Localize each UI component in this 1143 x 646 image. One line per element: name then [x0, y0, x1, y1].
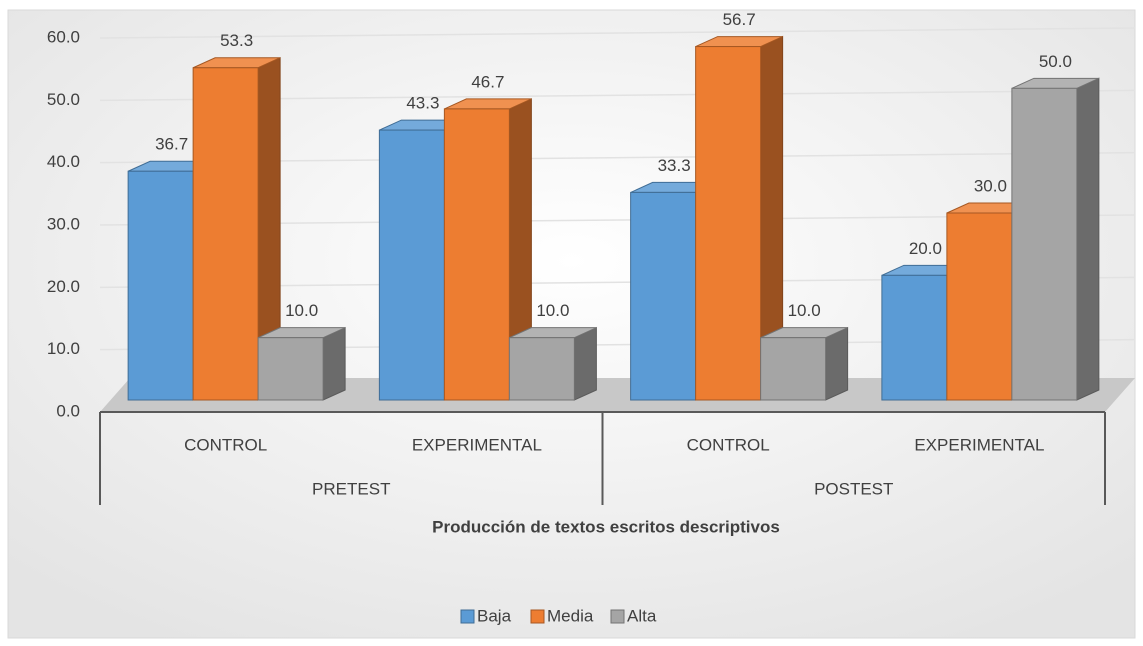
data-label: 56.7	[723, 10, 756, 29]
grid-line	[99, 27, 1136, 39]
data-label: 46.7	[471, 72, 504, 91]
bar-front	[630, 191, 697, 401]
bar-front	[881, 274, 948, 401]
y-tick-label: 40.0	[47, 152, 80, 171]
bar	[192, 56, 281, 401]
data-label: 53.3	[220, 31, 253, 50]
legend-label: Alta	[627, 606, 657, 625]
axis-title: Producción de textos escritos descriptiv…	[432, 517, 780, 536]
bar-side	[573, 326, 597, 401]
bar-front	[760, 337, 827, 401]
bar-front	[508, 337, 575, 401]
group-label: POSTEST	[814, 479, 893, 498]
bar-front	[695, 46, 762, 401]
y-tick-label: 30.0	[47, 214, 80, 233]
y-tick-label: 10.0	[47, 339, 80, 358]
data-label: 30.0	[974, 176, 1007, 195]
bar-front	[443, 108, 510, 401]
bar-front	[1011, 87, 1078, 401]
legend-swatch	[530, 609, 545, 624]
x-tick-label: CONTROL	[184, 435, 267, 454]
y-tick-label: 20.0	[47, 277, 80, 296]
bar-front	[192, 67, 259, 401]
data-label: 20.0	[909, 239, 942, 258]
floor	[100, 378, 1135, 412]
bar	[257, 326, 346, 401]
x-tick-label: EXPERIMENTAL	[412, 435, 542, 454]
x-tick-label: CONTROL	[687, 435, 770, 454]
bar	[1011, 77, 1100, 401]
legend-label: Baja	[477, 606, 512, 625]
bar-front	[946, 212, 1013, 401]
bar-front	[378, 129, 445, 401]
data-label: 50.0	[1039, 52, 1072, 71]
y-tick-label: 60.0	[47, 27, 80, 46]
bar-side	[322, 326, 346, 401]
y-tick-label: 50.0	[47, 90, 80, 109]
data-label: 10.0	[788, 301, 821, 320]
legend-label: Media	[547, 606, 594, 625]
data-label: 36.7	[155, 135, 188, 154]
bar-side	[825, 326, 849, 401]
x-tick-label: EXPERIMENTAL	[914, 435, 1044, 454]
y-tick-label: 0.0	[56, 401, 80, 420]
bar	[695, 35, 784, 401]
bar	[760, 326, 849, 401]
data-label: 10.0	[536, 301, 569, 320]
group-label: PRETEST	[312, 479, 390, 498]
data-label: 10.0	[285, 301, 318, 320]
bar-front	[257, 337, 324, 401]
bar	[508, 326, 597, 401]
bar-side	[1076, 77, 1100, 401]
legend-swatch	[460, 609, 475, 624]
legend-swatch	[610, 609, 625, 624]
bar-front	[127, 170, 194, 401]
data-label: 43.3	[406, 94, 439, 113]
data-label: 33.3	[658, 156, 691, 175]
